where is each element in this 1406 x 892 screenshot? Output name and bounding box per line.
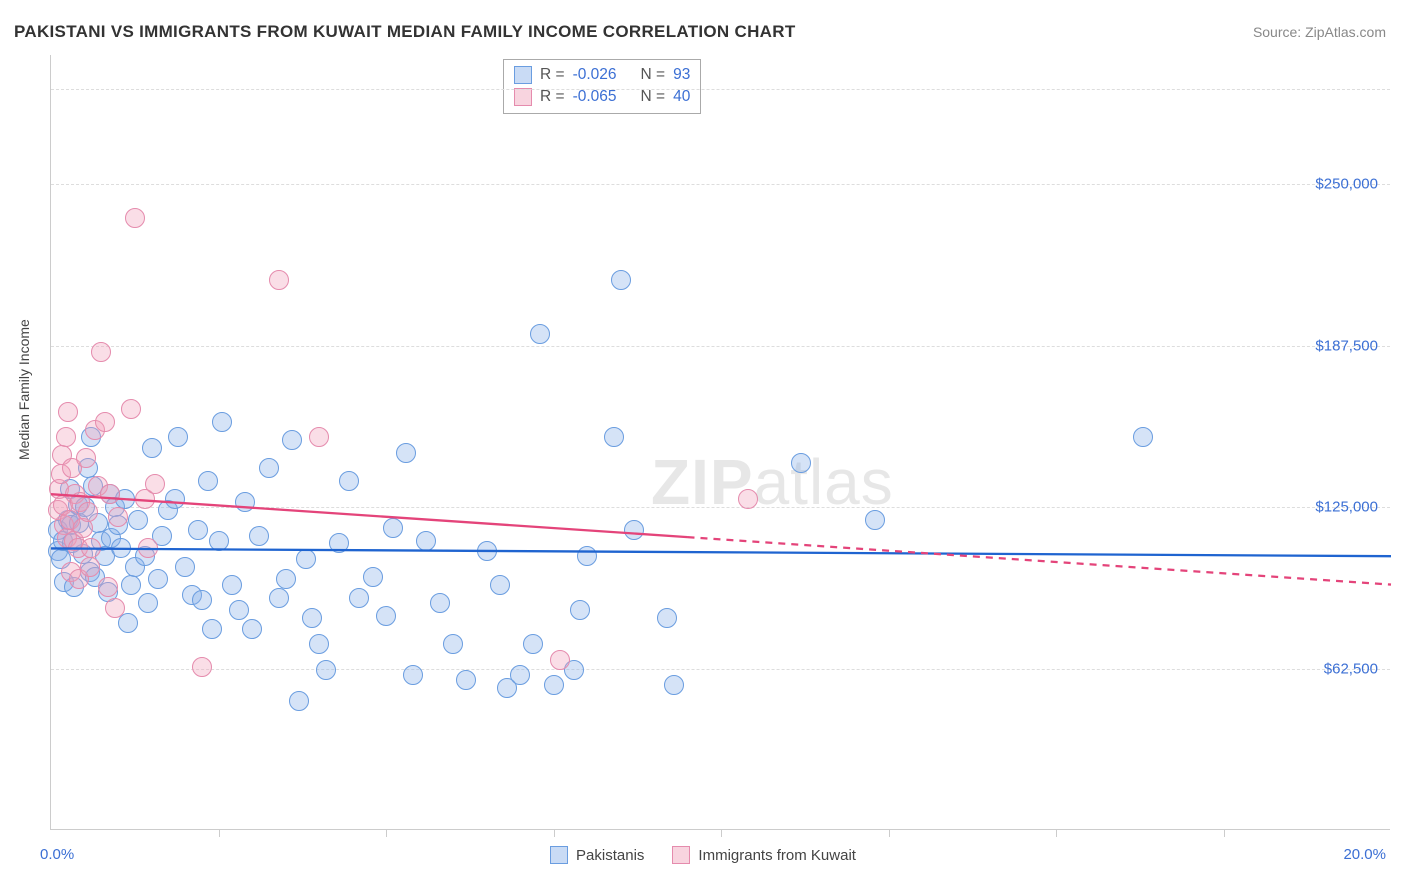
plot-area: ZIPatlas R = -0.026 N = 93 R = -0.065 N …	[50, 55, 1390, 830]
series-label: Pakistanis	[576, 847, 644, 864]
x-tick	[721, 829, 722, 837]
y-axis-label: Median Family Income	[16, 319, 32, 460]
x-tick	[1056, 829, 1057, 837]
series-legend-item: Immigrants from Kuwait	[672, 846, 856, 864]
x-tick	[386, 829, 387, 837]
series-legend-item: Pakistanis	[550, 846, 644, 864]
chart-title: PAKISTANI VS IMMIGRANTS FROM KUWAIT MEDI…	[14, 22, 796, 42]
source-attribution: Source: ZipAtlas.com	[1253, 24, 1386, 40]
x-tick	[889, 829, 890, 837]
x-tick	[1224, 829, 1225, 837]
x-tick	[219, 829, 220, 837]
series-label: Immigrants from Kuwait	[698, 847, 856, 864]
swatch-icon	[672, 846, 690, 864]
trend-line	[51, 55, 1391, 830]
x-tick	[554, 829, 555, 837]
series-legend: Pakistanis Immigrants from Kuwait	[0, 846, 1406, 864]
chart-container: PAKISTANI VS IMMIGRANTS FROM KUWAIT MEDI…	[0, 0, 1406, 892]
swatch-icon	[550, 846, 568, 864]
